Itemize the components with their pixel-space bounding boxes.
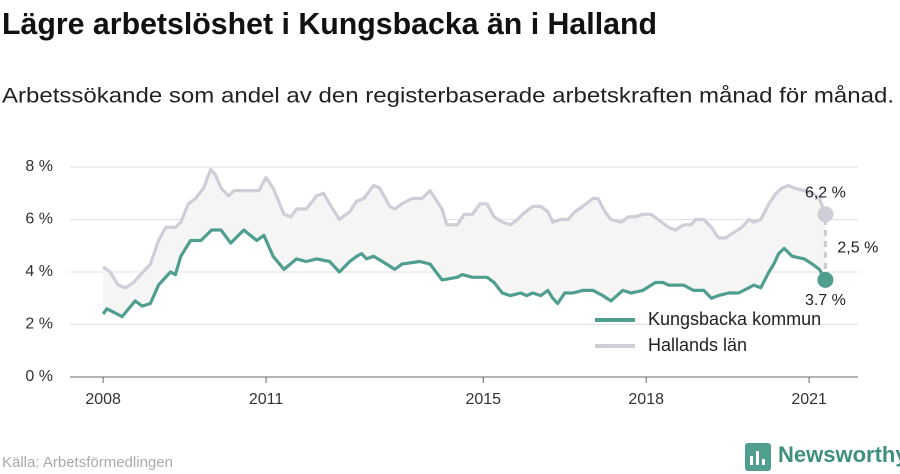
legend-label: Hallands län — [648, 335, 747, 355]
end-label: 6,2 % — [805, 184, 846, 201]
chart-title: Lägre arbetslöshet i Kungsbacka än i Hal… — [2, 6, 657, 41]
source: Källa: Arbetsförmedlingen — [2, 454, 173, 471]
x-tick-label: 2018 — [628, 391, 664, 408]
series-line — [101, 228, 827, 319]
y-tick-label: 4 % — [25, 263, 53, 280]
gap-band — [103, 169, 826, 317]
y-tick-label: 2 % — [25, 316, 53, 333]
brand-name: Newsworthy — [778, 442, 900, 467]
logo-bar — [750, 456, 753, 465]
x-tick-label: 2021 — [791, 391, 827, 408]
legend-label: Kungsbacka kommun — [648, 309, 821, 329]
logo-bar — [756, 451, 759, 465]
series-line — [102, 168, 827, 290]
y-tick-label: 0 % — [25, 368, 53, 385]
x-tick-label: 2015 — [465, 391, 501, 408]
x-tick-label: 2008 — [85, 391, 121, 408]
y-tick-label: 6 % — [25, 211, 53, 228]
end-label: 3.7 % — [805, 292, 846, 309]
gap-label: 2,5 % — [837, 239, 878, 256]
x-tick-label: 2011 — [249, 391, 284, 408]
y-tick-label: 8 % — [25, 158, 53, 175]
brand-logo: Newsworthy — [745, 442, 900, 471]
end-marker — [817, 206, 834, 223]
chart-subtitle: Arbetssökande som andel av den registerb… — [2, 85, 894, 108]
logo-bar — [762, 459, 765, 465]
end-marker — [817, 271, 834, 288]
